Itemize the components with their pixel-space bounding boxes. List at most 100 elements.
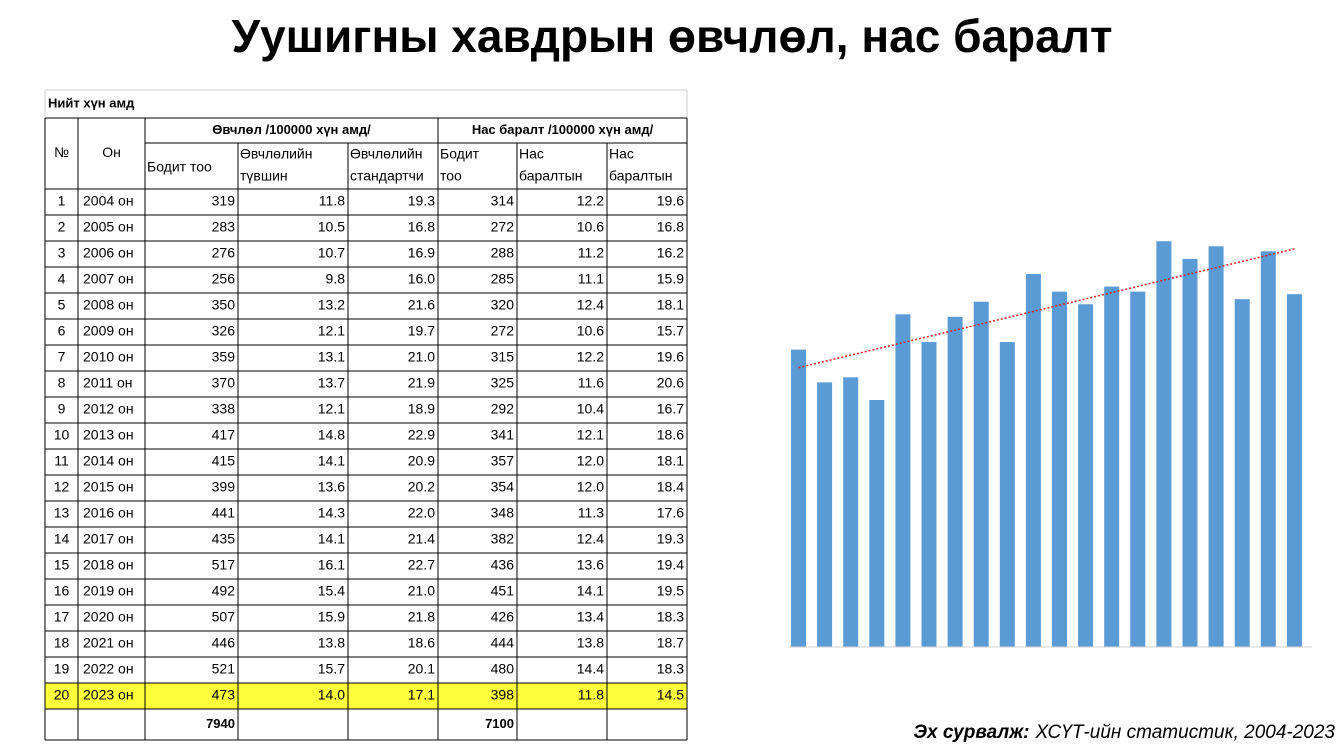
table-cell: 5 (58, 297, 66, 313)
table-cell: 415 (212, 453, 236, 469)
bar (999, 342, 1015, 647)
table-cell: 22.9 (408, 427, 435, 443)
table-cell: 21.9 (408, 375, 435, 391)
sub-header: баралтын (609, 168, 672, 184)
table-cell: 2011 он (83, 375, 133, 391)
table-cell: 325 (491, 375, 515, 391)
table-cell: 21.8 (408, 609, 435, 625)
table-cell: 11.1 (578, 271, 604, 287)
table-cell: 18 (54, 635, 70, 651)
sub-header: Нас (519, 146, 544, 162)
table-cell: 256 (212, 271, 236, 287)
table-cell: 2009 он (83, 323, 134, 339)
table-cell: 14.1 (577, 583, 604, 599)
table-cell: 12.4 (577, 297, 604, 313)
table-cell: 436 (491, 557, 515, 573)
table-cell: 320 (491, 297, 515, 313)
table-cell: 12.1 (577, 427, 604, 443)
table-cell: 17.1 (408, 687, 435, 703)
table-cell: 2015 он (83, 479, 134, 495)
table-cell: 2019 он (83, 583, 134, 599)
table-cell: 15.7 (318, 661, 345, 677)
table-cell: 21.6 (408, 297, 435, 313)
table-cell: 359 (212, 349, 236, 365)
table-cell: 11.8 (578, 687, 604, 703)
table-cell: 17.6 (657, 505, 684, 521)
table-cell: 13.1 (318, 349, 345, 365)
bar (1234, 299, 1250, 647)
table-cell: 2006 он (83, 245, 134, 261)
table-cell: 370 (212, 375, 236, 391)
table-cell: 2005 он (83, 219, 134, 235)
bar (817, 382, 833, 647)
table-cell: 348 (491, 505, 515, 521)
table-cell: 21.0 (408, 349, 435, 365)
table-cell: 14.5 (657, 687, 684, 703)
table-cell: 16.9 (408, 245, 435, 261)
table-cell: 19.3 (408, 193, 435, 209)
row-highlight (45, 683, 687, 709)
table-cell: 2013 он (83, 427, 134, 443)
table-cell: 473 (212, 687, 236, 703)
table-cell: 426 (491, 609, 515, 625)
table-cell: 19 (54, 661, 70, 677)
table-cell: 2016 он (83, 505, 134, 521)
sub-header: стандартчи (350, 168, 424, 184)
table-cell: 11.6 (578, 375, 604, 391)
table-cell: 2023 он (83, 687, 134, 703)
table-cell: 12.0 (577, 453, 604, 469)
table-cell: 14 (54, 531, 70, 547)
table-cell: 3 (58, 245, 66, 261)
table-cell: 451 (491, 583, 515, 599)
source-label: Эх сурвалж: (913, 722, 1029, 743)
table-cell: 354 (491, 479, 515, 495)
table-cell: 18.6 (657, 427, 684, 443)
table-cell: 14.0 (318, 687, 345, 703)
table-cell: 11 (54, 453, 69, 469)
sub-header: түвшин (240, 168, 288, 184)
table-cell: 20 (54, 687, 70, 703)
table-cell: 9.8 (326, 271, 346, 287)
table-cell: 2017 он (83, 531, 134, 547)
table-cell: 319 (212, 193, 236, 209)
table-cell: 446 (212, 635, 236, 651)
table-cell: 13.6 (577, 557, 604, 573)
table-cell: 19.7 (408, 323, 435, 339)
table-cell: 20.2 (408, 479, 435, 495)
table-cell: 10.6 (577, 323, 604, 339)
table-cell: 382 (491, 531, 515, 547)
sub-header: Өвчлөлийн (350, 146, 423, 162)
bar (895, 314, 911, 647)
table-cell: 11.3 (578, 505, 604, 521)
sub-header: баралтын (519, 168, 582, 184)
table-cell: 16.8 (657, 219, 684, 235)
table-cell: 2007 он (83, 271, 134, 287)
table-cell: 19.6 (657, 193, 684, 209)
table-cell: 2022 он (83, 661, 134, 677)
table-cell: 7 (58, 349, 66, 365)
table-cell: 326 (212, 323, 236, 339)
table-cell: 292 (491, 401, 515, 417)
sub-header: тоо (440, 168, 462, 184)
bar (921, 342, 937, 647)
sub-header: Нас (609, 146, 634, 162)
table-cell: 441 (212, 505, 236, 521)
table-cell: 19.4 (657, 557, 684, 573)
table-cell: 18.7 (657, 635, 684, 651)
table-cell: 18.3 (657, 661, 684, 677)
table-cell: 15.9 (657, 271, 684, 287)
table-cell: 444 (491, 635, 515, 651)
table-cell: 521 (212, 661, 236, 677)
bar (791, 349, 806, 647)
table-total: 7100 (485, 716, 514, 731)
sub-header: Бодит (440, 146, 480, 162)
table-cell: 4 (58, 271, 66, 287)
table-cell: 341 (491, 427, 515, 443)
table-cell: 314 (491, 193, 515, 209)
table-cell: 12.1 (318, 401, 345, 417)
trend-line (798, 248, 1295, 369)
bar (1130, 291, 1146, 647)
table-cell: 13.8 (577, 635, 604, 651)
